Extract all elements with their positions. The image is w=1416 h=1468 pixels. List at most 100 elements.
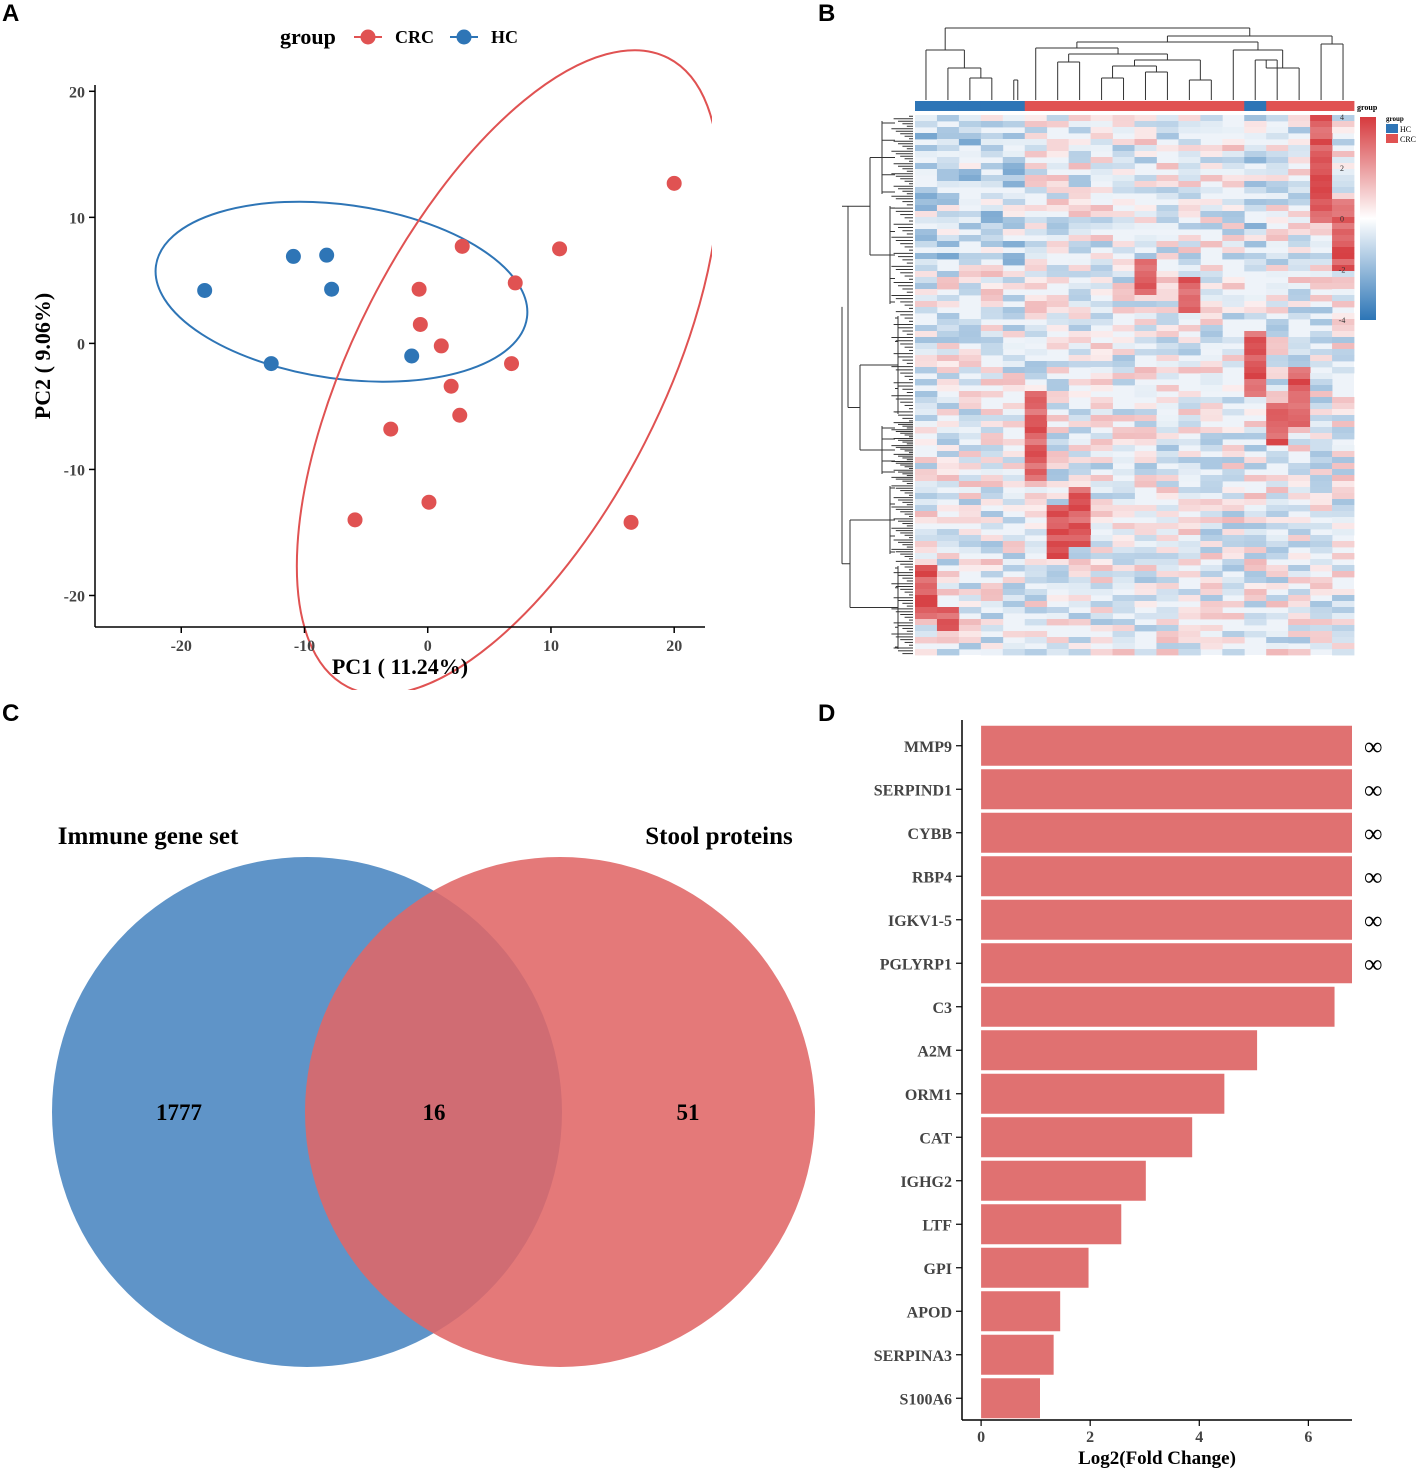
heatmap-cell bbox=[1024, 145, 1048, 152]
heatmap-cell bbox=[1002, 457, 1026, 464]
heatmap-cell bbox=[1288, 475, 1311, 482]
heatmap-cell bbox=[1112, 643, 1135, 650]
heatmap-cell bbox=[1024, 271, 1048, 278]
heatmap-cell bbox=[936, 583, 960, 590]
heatmap-cell bbox=[1068, 595, 1091, 602]
heatmap-cell bbox=[936, 505, 960, 512]
heatmap-cell bbox=[1046, 451, 1070, 458]
heatmap-cell bbox=[1244, 295, 1267, 302]
heatmap-cell bbox=[1332, 493, 1355, 500]
heatmap-cell bbox=[1002, 535, 1026, 542]
heatmap-cell bbox=[1288, 607, 1311, 614]
heatmap-cell bbox=[1046, 163, 1070, 170]
heatmap-cell bbox=[1002, 481, 1026, 488]
heatmap-cell bbox=[1288, 235, 1311, 242]
heatmap-cell bbox=[1068, 589, 1091, 596]
heatmap-cell bbox=[915, 589, 938, 596]
heatmap-cell bbox=[1332, 649, 1355, 656]
heatmap-cell bbox=[1156, 487, 1179, 494]
heatmap-cell bbox=[1178, 145, 1201, 152]
heatmap-cell bbox=[1310, 421, 1333, 428]
heatmap-cell bbox=[1288, 463, 1311, 470]
heatmap-cell bbox=[1288, 415, 1311, 422]
heatmap-cell bbox=[1156, 649, 1179, 656]
heatmap-cell bbox=[1046, 337, 1070, 344]
heatmap-cell bbox=[1266, 331, 1289, 338]
heatmap-cell bbox=[1310, 493, 1333, 500]
heatmap-cell bbox=[1068, 271, 1091, 278]
heatmap-cell bbox=[936, 451, 960, 458]
heatmap-cell bbox=[915, 301, 938, 308]
heatmap-cell bbox=[1310, 349, 1333, 356]
heatmap-cell bbox=[980, 349, 1004, 356]
heatmap-cell bbox=[1178, 421, 1201, 428]
heatmap-cell bbox=[1266, 493, 1289, 500]
heatmap-cell bbox=[1068, 115, 1091, 122]
heatmap-cell bbox=[1002, 169, 1026, 176]
heatmap-cell bbox=[1024, 649, 1048, 656]
heatmap-cell bbox=[1112, 361, 1135, 368]
heatmap-cell bbox=[1156, 505, 1179, 512]
heatmap-cell bbox=[1156, 115, 1179, 122]
heatmap-cell bbox=[915, 265, 938, 272]
heatmap-cell bbox=[980, 145, 1004, 152]
heatmap-cell bbox=[1002, 199, 1026, 206]
heatmap-cell bbox=[1068, 187, 1091, 194]
heatmap-cell bbox=[1002, 331, 1026, 338]
heatmap-cell bbox=[1134, 457, 1157, 464]
heatmap-cell bbox=[1332, 241, 1355, 248]
heatmap-cell bbox=[1288, 631, 1311, 638]
heatmap-cell bbox=[1244, 133, 1267, 140]
heatmap-cell bbox=[958, 133, 982, 140]
heatmap-cell bbox=[915, 229, 938, 236]
heatmap-cell bbox=[958, 607, 982, 614]
heatmap-cell bbox=[1156, 559, 1179, 566]
heatmap-cell bbox=[915, 193, 938, 200]
heatmap-cell bbox=[1156, 175, 1179, 182]
heatmap-cell bbox=[1332, 571, 1355, 578]
heatmap-cell bbox=[1310, 151, 1333, 158]
heatmap-cell bbox=[1046, 271, 1070, 278]
heatmap-cell bbox=[936, 553, 960, 560]
heatmap-cell bbox=[1288, 397, 1311, 404]
heatmap-cell bbox=[936, 211, 960, 218]
heatmap-cell bbox=[1266, 325, 1289, 332]
heatmap-cell bbox=[936, 535, 960, 542]
heatmap-cell bbox=[1332, 187, 1355, 194]
heatmap-cell bbox=[1002, 115, 1026, 122]
heatmap-cell bbox=[936, 115, 960, 122]
heatmap-cell bbox=[1002, 121, 1026, 128]
heatmap-cell bbox=[1024, 139, 1048, 146]
heatmap-cell bbox=[1134, 259, 1157, 266]
heatmap-cell bbox=[1310, 361, 1333, 368]
heatmap-cell bbox=[1288, 439, 1311, 446]
heatmap-cell bbox=[936, 349, 960, 356]
heatmap-cell bbox=[1310, 169, 1333, 176]
group-annotation-cell bbox=[1002, 101, 1026, 111]
heatmap-cell bbox=[1024, 475, 1048, 482]
bar bbox=[981, 1334, 1054, 1375]
bar-infinity-label: ∞ bbox=[1364, 819, 1383, 848]
heatmap-cell bbox=[1266, 175, 1289, 182]
heatmap-cell bbox=[1266, 523, 1289, 530]
heatmap-cell bbox=[958, 595, 982, 602]
hc-point bbox=[197, 282, 213, 298]
heatmap-cell bbox=[1266, 235, 1289, 242]
heatmap-cell bbox=[915, 601, 938, 608]
heatmap-cell bbox=[1200, 607, 1223, 614]
x-tick-label: 2 bbox=[1086, 1429, 1094, 1446]
heatmap-cell bbox=[1244, 433, 1267, 440]
heatmap-cell bbox=[1134, 337, 1157, 344]
crc-point bbox=[347, 512, 363, 528]
heatmap-cell bbox=[1134, 469, 1157, 476]
hc-point bbox=[285, 248, 301, 264]
heatmap-cell bbox=[936, 589, 960, 596]
heatmap-cell bbox=[915, 553, 938, 560]
heatmap-cell bbox=[1068, 643, 1091, 650]
heatmap-cell bbox=[1310, 205, 1333, 212]
heatmap-cell bbox=[1222, 409, 1245, 416]
heatmap-cell bbox=[1090, 421, 1113, 428]
heatmap-cell bbox=[1090, 355, 1113, 362]
heatmap-cell bbox=[980, 589, 1004, 596]
heatmap-cell bbox=[1222, 559, 1245, 566]
